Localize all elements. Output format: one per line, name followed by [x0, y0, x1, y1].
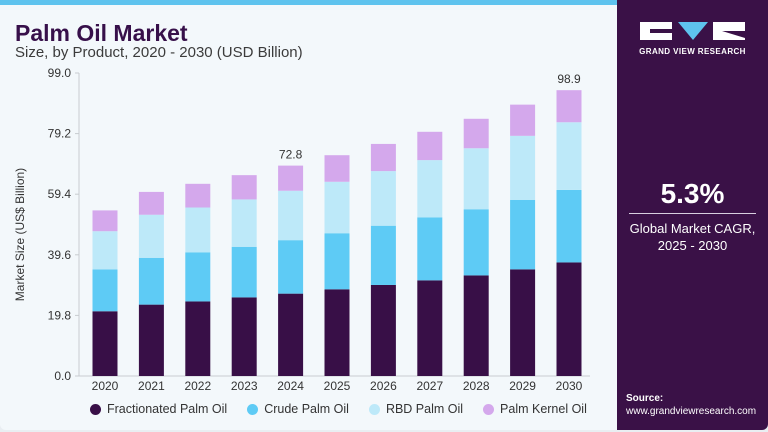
x-tick-label: 2029 — [509, 379, 536, 393]
bar-segment-fractionated-palm-oil — [370, 284, 396, 376]
legend-item: Fractionated Palm Oil — [90, 402, 227, 416]
y-tick-label: 0.0 — [54, 369, 71, 383]
x-tick-label: 2022 — [184, 379, 211, 393]
stacked-bar-chart: 0.0 19.8 39.6 59.4 79.2 99.0 Market Size (US$ … — [13, 66, 590, 393]
bar-segment-fractionated-palm-oil — [185, 301, 211, 376]
bar-segment-rbd-palm-oil — [417, 160, 443, 218]
bar-segment-palm-kernel-oil — [324, 155, 350, 182]
x-tick-label: 2025 — [324, 379, 351, 393]
bar-segment-fractionated-palm-oil — [463, 275, 489, 376]
bar-segment-crude-palm-oil — [138, 257, 164, 305]
y-tick-label: 99.0 — [48, 66, 72, 80]
y-tick-label: 79.2 — [48, 127, 72, 141]
legend-swatch — [90, 403, 101, 415]
cagr-label-line1: Global Market CAGR, — [629, 221, 756, 236]
bar-segment-rbd-palm-oil — [370, 171, 396, 226]
bar-segment-crude-palm-oil — [417, 217, 443, 281]
legend-item: RBD Palm Oil — [368, 402, 464, 416]
x-tick-label: 2021 — [138, 379, 165, 393]
bar-segment-crude-palm-oil — [185, 252, 211, 302]
bar-segment-palm-kernel-oil — [92, 210, 118, 232]
legend: Fractionated Palm Oil Crude Palm Oil RBD P… — [90, 402, 587, 416]
legend-swatch — [247, 403, 259, 415]
bar-segment-fractionated-palm-oil — [556, 262, 582, 376]
legend-label: Fractionated Palm Oil — [107, 402, 228, 416]
bar-segment-crude-palm-oil — [278, 240, 304, 294]
page-subtitle: Size, by Product, 2020 - 2030 (USD Billi… — [15, 44, 303, 61]
x-tick-label: 2023 — [231, 379, 258, 393]
legend-label: RBD Palm Oil — [385, 402, 464, 416]
legend-item: Palm Kernel Oil — [483, 402, 587, 416]
bar-segment-rbd-palm-oil — [510, 135, 536, 200]
legend-swatch — [483, 403, 495, 415]
x-tick-label: 2026 — [370, 379, 397, 393]
grand-view-research-logo — [640, 22, 745, 40]
bar-segment-crude-palm-oil — [556, 189, 582, 263]
page-title: Palm Oil Market — [15, 20, 188, 46]
y-tick-label: 59.4 — [48, 187, 72, 201]
side-panel — [617, 0, 768, 430]
bar-segment-palm-kernel-oil — [463, 118, 489, 149]
bar-segment-fractionated-palm-oil — [417, 280, 443, 376]
bar-segment-rbd-palm-oil — [231, 199, 257, 247]
source-link[interactable]: www.grandviewresearch.com — [626, 406, 757, 417]
bar-segment-rbd-palm-oil — [92, 231, 118, 270]
bar-segment-fractionated-palm-oil — [231, 297, 257, 376]
brand-name: GRAND VIEW RESEARCH — [639, 47, 746, 56]
bar-segment-palm-kernel-oil — [417, 131, 443, 161]
divider — [629, 213, 756, 214]
top-accent-stripe — [0, 0, 620, 5]
cagr-label-line2: 2025 - 2030 — [657, 238, 728, 253]
bar-segment-palm-kernel-oil — [278, 165, 304, 191]
bar-segment-palm-kernel-oil — [510, 104, 536, 136]
bar-segment-crude-palm-oil — [92, 269, 118, 312]
data-label: 98.9 — [557, 72, 581, 86]
bar-segment-crude-palm-oil — [463, 209, 489, 276]
bars — [92, 90, 582, 376]
bar-segment-rbd-palm-oil — [463, 148, 489, 210]
bar-segment-fractionated-palm-oil — [278, 293, 304, 376]
legend-label: Palm Kernel Oil — [500, 402, 587, 416]
bar-segment-crude-palm-oil — [324, 233, 350, 290]
bar-segment-rbd-palm-oil — [138, 214, 164, 258]
bar-segment-rbd-palm-oil — [185, 207, 211, 253]
bar-segment-crude-palm-oil — [370, 225, 396, 285]
y-axis-title: Market Size (US$ Billion) — [13, 168, 27, 301]
bar-segment-fractionated-palm-oil — [510, 269, 536, 376]
bar-segment-rbd-palm-oil — [556, 122, 582, 190]
legend-item: Crude Palm Oil — [247, 402, 349, 416]
bar-segment-fractionated-palm-oil — [138, 304, 164, 376]
legend-label: Crude Palm Oil — [264, 402, 349, 416]
bar-segment-crude-palm-oil — [510, 199, 536, 270]
x-tick-label: 2020 — [92, 379, 119, 393]
x-tick-label: 2028 — [463, 379, 490, 393]
bar-segment-palm-kernel-oil — [138, 191, 164, 215]
bar-segment-fractionated-palm-oil — [324, 289, 350, 376]
bar-segment-rbd-palm-oil — [324, 181, 350, 234]
x-tick-label: 2024 — [277, 379, 304, 393]
labels: 2020 2021 2022 2023 2024 72.8 2025 2026 2027 2028… — [92, 72, 583, 393]
y-tick-label: 39.6 — [48, 248, 72, 262]
bar-segment-rbd-palm-oil — [278, 190, 304, 241]
y-tick-label: 19.8 — [48, 308, 72, 322]
bar-segment-palm-kernel-oil — [556, 90, 582, 123]
source-label: Source: — [626, 393, 664, 404]
cagr-value: 5.3% — [660, 178, 725, 209]
bar-segment-fractionated-palm-oil — [92, 311, 118, 376]
data-label: 72.8 — [279, 148, 303, 162]
cagr-label: Global Market CAGR, 2025 - 2030 — [617, 220, 768, 254]
legend-swatch — [368, 403, 380, 415]
x-tick-label: 2030 — [556, 379, 583, 393]
bar-segment-palm-kernel-oil — [231, 175, 257, 200]
x-tick-label: 2027 — [416, 379, 443, 393]
axes: 0.0 19.8 39.6 59.4 79.2 99.0 Market Size (US$ … — [13, 66, 590, 383]
bar-segment-crude-palm-oil — [231, 246, 257, 298]
bar-segment-palm-kernel-oil — [185, 183, 211, 208]
bar-segment-palm-kernel-oil — [370, 143, 396, 172]
